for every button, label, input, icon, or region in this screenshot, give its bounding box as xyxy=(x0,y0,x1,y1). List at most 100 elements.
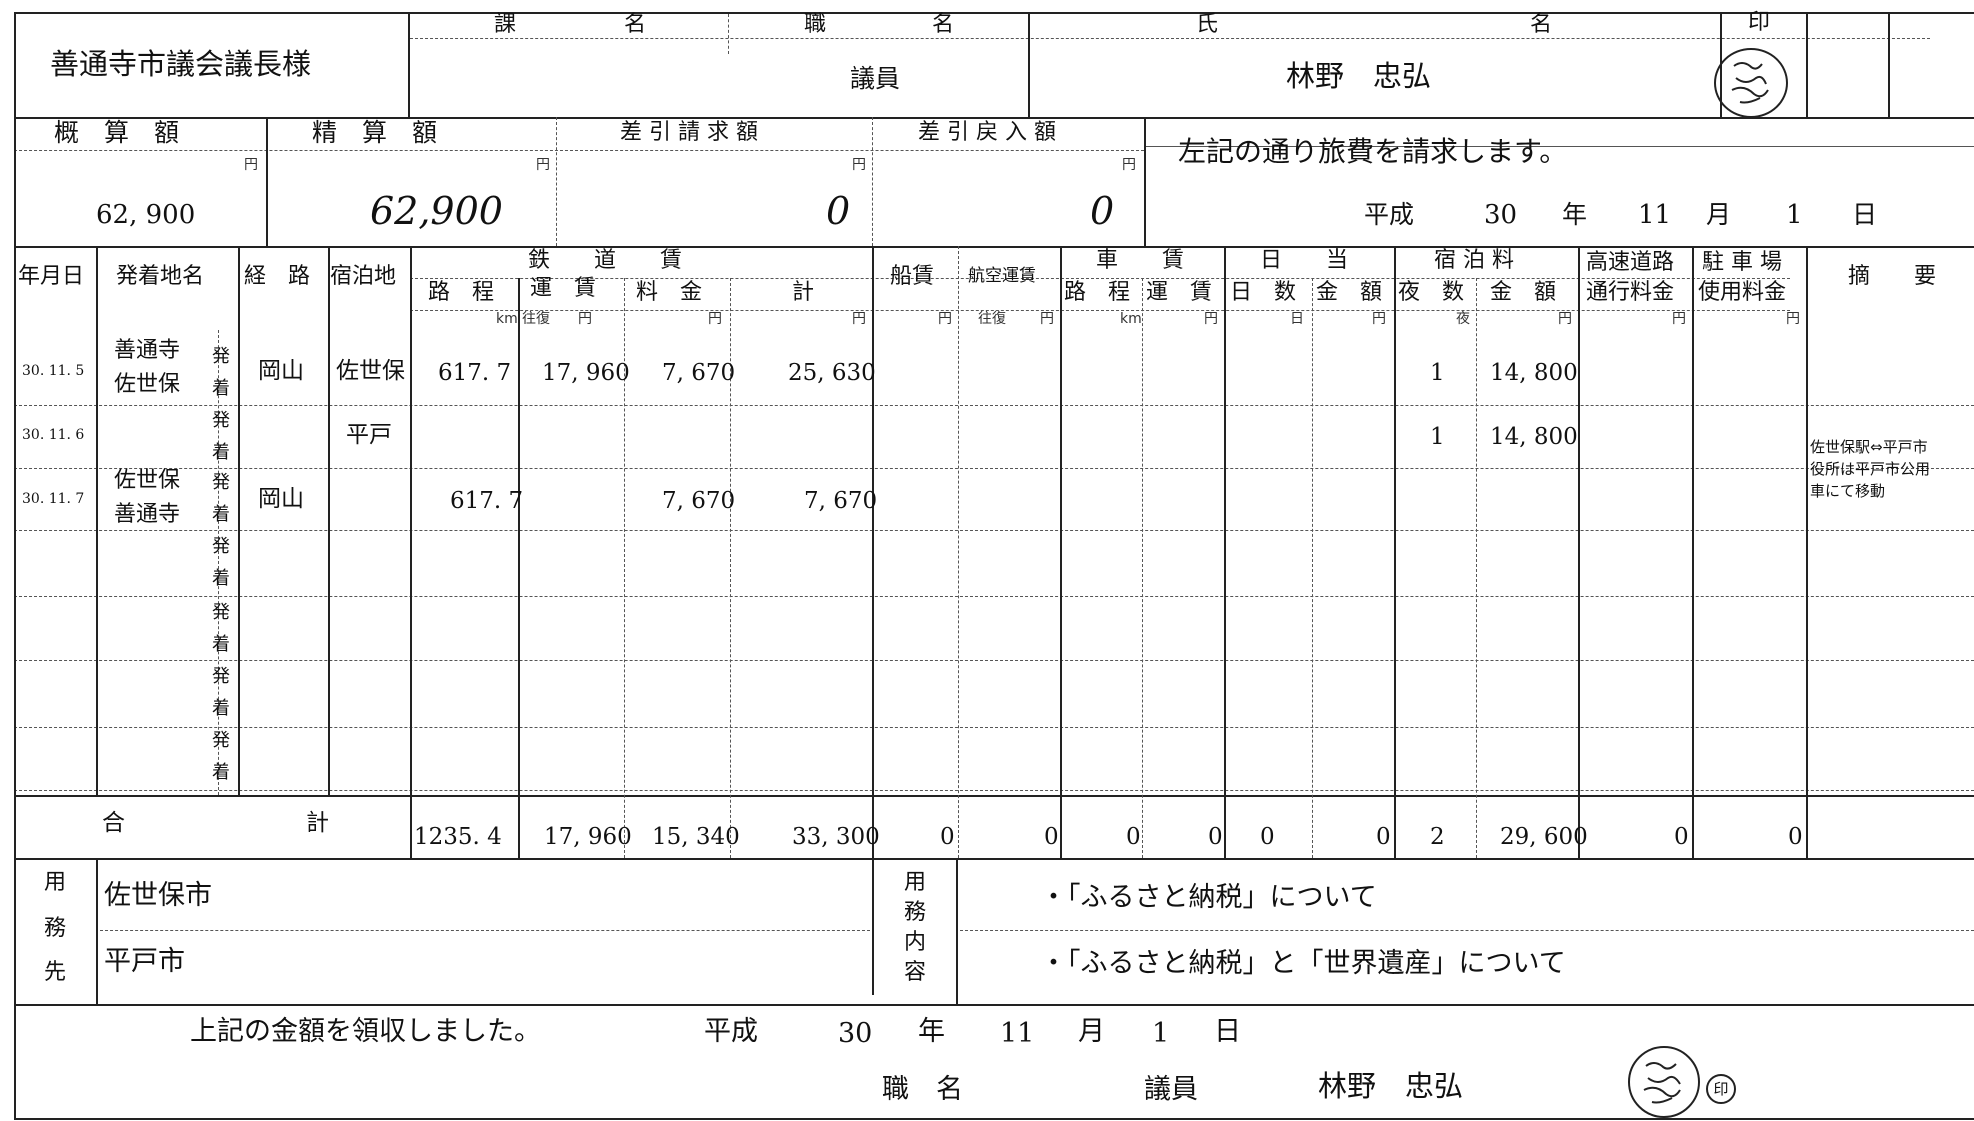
header-in: 印 xyxy=(1748,10,1771,35)
remark-line: 車にて移動 xyxy=(1810,482,1886,500)
col-highway2: 通行料金 xyxy=(1586,280,1675,305)
col-parking: 駐 車 場 xyxy=(1702,250,1782,275)
hatsu-mark: 発 xyxy=(212,602,230,623)
hatsu-mark: 発 xyxy=(212,410,230,431)
row3-route: 岡山 xyxy=(258,486,304,512)
col-lodging: 宿泊地 xyxy=(330,264,397,289)
row3-date: 30. 11. 7 xyxy=(22,491,85,507)
unit-yen: 円 xyxy=(1040,311,1054,327)
claim-era: 平成 xyxy=(1364,200,1415,229)
row1-lodging: 佐世保 xyxy=(336,358,405,384)
seal-stamp-icon xyxy=(1628,1046,1700,1118)
row2-nights: 1 xyxy=(1430,424,1445,450)
dest-label: 先 xyxy=(44,960,67,985)
total-distance: 1235. 4 xyxy=(414,824,502,850)
unit-ofuku: 往復 xyxy=(978,311,1006,327)
header-position: 議員 xyxy=(850,64,901,93)
unit-ofuku: 往復 xyxy=(522,311,550,327)
receipt-day-unit: 日 xyxy=(1214,1016,1241,1047)
in-mark-label: 印 xyxy=(1713,1080,1729,1098)
receipt-text: 上記の金額を領収しました。 xyxy=(190,1016,541,1047)
hatsu-mark: 発 xyxy=(212,730,230,751)
row1-stay: 14, 800 xyxy=(1490,360,1578,386)
claim-year-unit: 年 xyxy=(1562,200,1588,229)
dest-label: 用 xyxy=(44,870,67,895)
claim-month-unit: 月 xyxy=(1706,200,1732,229)
dest-label: 務 xyxy=(44,916,67,941)
receipt-era: 平成 xyxy=(704,1016,758,1047)
header-mei2: 名 xyxy=(932,12,955,37)
col-car: 車 賃 xyxy=(1096,248,1185,273)
receipt-position: 議員 xyxy=(1144,1074,1198,1105)
unit-yen: 円 xyxy=(1786,311,1800,327)
total-fee: 15, 340 xyxy=(652,824,740,850)
receipt-month: 11 xyxy=(1000,1018,1035,1049)
chaku-mark: 着 xyxy=(212,568,230,589)
unit-yen: 円 xyxy=(708,311,722,327)
header-shi: 氏 xyxy=(1196,12,1219,37)
hatsu-mark: 発 xyxy=(212,346,230,367)
chaku-mark: 着 xyxy=(212,504,230,525)
receipt-name: 林野 忠弘 xyxy=(1318,1069,1464,1103)
row1-nights: 1 xyxy=(1430,360,1445,386)
col-car-distance: 路 程 xyxy=(1064,280,1131,305)
content-label: 容 xyxy=(904,960,927,985)
yen-unit: 円 xyxy=(852,157,866,173)
claim-month: 11 xyxy=(1638,200,1672,230)
col-route: 経 路 xyxy=(244,264,311,289)
col-parking2: 使用料金 xyxy=(1698,280,1787,305)
col-daily: 日 当 xyxy=(1260,248,1349,273)
col-rail-total: 計 xyxy=(792,280,815,305)
row2-date: 30. 11. 6 xyxy=(22,427,85,443)
seikyu-label: 差 引 請 求 額 xyxy=(620,120,758,145)
total-car-distance: 0 xyxy=(1126,824,1141,850)
content-1: ・「ふるさと納税」について xyxy=(1040,882,1377,913)
chaku-mark: 着 xyxy=(212,378,230,399)
gaisan-label: 概 算 額 xyxy=(54,118,180,147)
chaku-mark: 着 xyxy=(212,634,230,655)
col-stay-amount: 金 額 xyxy=(1490,280,1557,305)
chaku-mark: 着 xyxy=(212,698,230,719)
yen-unit: 円 xyxy=(244,157,258,173)
col-date: 年月日 xyxy=(18,264,85,289)
hatsu-mark: 発 xyxy=(212,666,230,687)
modori-amount: 0 xyxy=(1090,189,1115,233)
row1-fee: 7, 670 xyxy=(662,360,736,386)
remark-line: 役所は平戸市公用 xyxy=(1810,460,1931,478)
unit-yen: 円 xyxy=(1204,311,1218,327)
yen-unit: 円 xyxy=(536,157,550,173)
claim-day: 1 xyxy=(1786,200,1803,230)
row3-total: 7, 670 xyxy=(804,488,878,514)
col-rail-fee: 料 金 xyxy=(636,280,703,305)
col-stay-nights: 夜 数 xyxy=(1398,280,1465,305)
col-stay: 宿 泊 料 xyxy=(1434,248,1514,273)
total-car-fare: 0 xyxy=(1208,824,1223,850)
total-highway: 0 xyxy=(1674,824,1689,850)
col-daily-days: 日 数 xyxy=(1230,280,1297,305)
col-daily-amount: 金 額 xyxy=(1316,280,1383,305)
row1-route: 岡山 xyxy=(258,358,304,384)
seikyu-amount: 0 xyxy=(826,189,851,233)
col-car-fare: 運 賃 xyxy=(1146,280,1213,305)
total-air: 0 xyxy=(1044,824,1059,850)
total-total: 33, 300 xyxy=(792,824,880,850)
header-ka: 課 xyxy=(494,12,517,37)
row3-distance: 617. 7 xyxy=(450,488,524,514)
col-rail: 鉄 道 賃 xyxy=(528,248,683,273)
gaisan-amount: 62, 900 xyxy=(96,200,196,230)
content-label: 用 xyxy=(904,870,927,895)
total-daily-days: 0 xyxy=(1260,824,1275,850)
row3-from: 佐世保 xyxy=(114,468,181,493)
recipient-title: 善通寺市議会議長様 xyxy=(50,47,312,81)
total-daily-amount: 0 xyxy=(1376,824,1391,850)
unit-yen: 円 xyxy=(938,311,952,327)
unit-km: km xyxy=(1120,311,1142,327)
header-mei3: 名 xyxy=(1530,12,1553,37)
unit-yen: 円 xyxy=(578,311,592,327)
receipt-month-unit: 月 xyxy=(1078,1016,1105,1047)
totals-label-a: 合 xyxy=(102,810,125,836)
total-stay: 29, 600 xyxy=(1500,824,1588,850)
receipt-day: 1 xyxy=(1152,1018,1170,1049)
unit-km: km xyxy=(496,311,518,327)
row1-from: 善通寺 xyxy=(114,338,181,363)
